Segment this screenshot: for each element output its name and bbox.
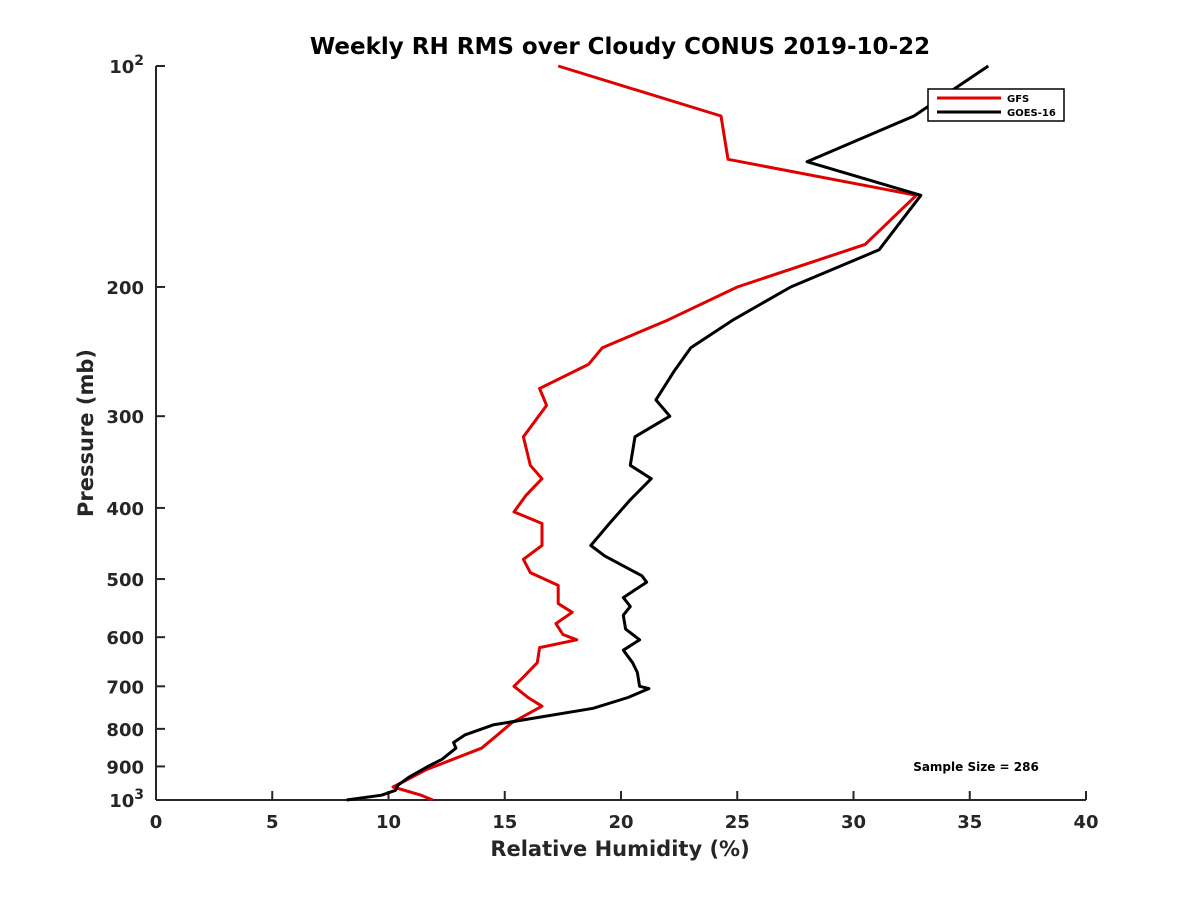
x-tick-label: 15	[492, 812, 517, 833]
y-tick-label: 102	[109, 53, 144, 78]
legend-entry: GOES-16	[1007, 108, 1056, 119]
legend-box	[927, 88, 1065, 122]
y-tick-label: 900	[106, 757, 144, 778]
y-tick-label: 500	[106, 570, 144, 591]
y-tick-label: 200	[106, 278, 144, 299]
series-line-gfs	[391, 64, 918, 802]
x-tick-label: 20	[608, 812, 633, 833]
x-axis-label: Relative Humidity (%)	[490, 837, 749, 861]
series-line-goes-16	[346, 64, 990, 802]
plot-lines	[346, 64, 990, 802]
y-tick-label: 400	[106, 499, 144, 520]
y-tick-label: 103	[109, 787, 144, 812]
x-tick-label: 25	[725, 812, 750, 833]
y-axis-label: Pressure (mb)	[74, 349, 98, 517]
sample-size-annotation: Sample Size = 286	[913, 760, 1039, 774]
x-tick-label: 40	[1073, 812, 1098, 833]
y-tick-label: 600	[106, 628, 144, 649]
x-tick-label: 0	[150, 812, 163, 833]
legend-entry: GFS	[1007, 94, 1029, 105]
x-tick-label: 30	[841, 812, 866, 833]
axes: 0 5 10 15 20 25 30 35 40 102 200 300 400 500 600 700 800…	[106, 53, 1098, 833]
chart-title: Weekly RH RMS over Cloudy CONUS 2019-10-…	[310, 34, 930, 60]
x-tick-label: 10	[376, 812, 401, 833]
y-tick-label: 300	[106, 407, 144, 428]
y-tick-label: 700	[106, 677, 144, 698]
y-tick-label: 800	[106, 720, 144, 741]
legend: GFS GOES-16	[927, 88, 1065, 122]
x-tick-label: 35	[957, 812, 982, 833]
x-tick-label: 5	[266, 812, 279, 833]
